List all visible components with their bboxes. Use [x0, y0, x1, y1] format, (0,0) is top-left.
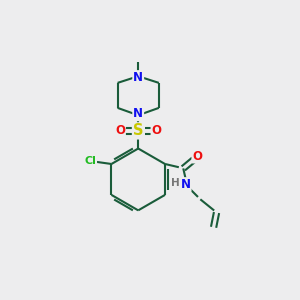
- Text: O: O: [192, 149, 203, 163]
- Text: Cl: Cl: [84, 156, 96, 166]
- Text: N: N: [181, 178, 190, 191]
- Text: O: O: [115, 124, 125, 137]
- Text: H: H: [171, 178, 180, 188]
- Text: O: O: [152, 124, 161, 137]
- Text: S: S: [133, 123, 143, 138]
- Text: N: N: [133, 71, 143, 84]
- Text: N: N: [133, 107, 143, 120]
